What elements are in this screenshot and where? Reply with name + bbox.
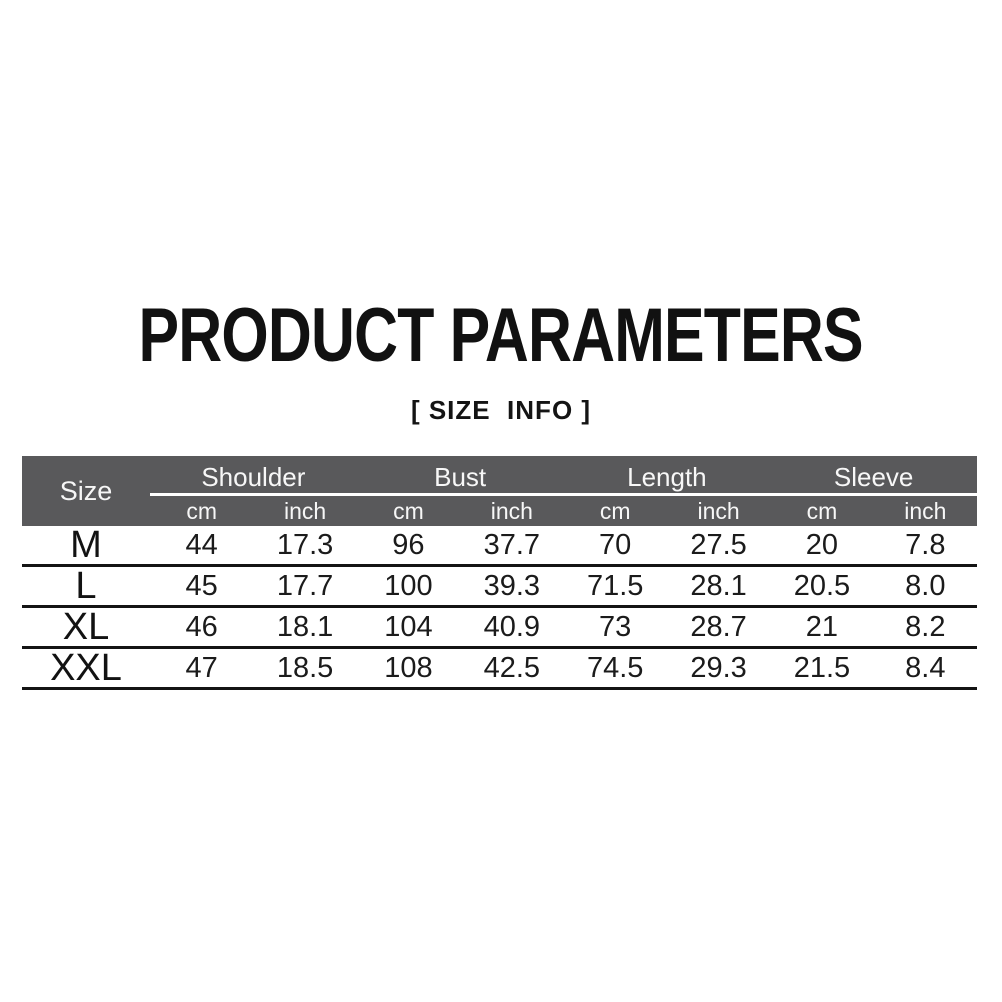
cell-value: 29.3 xyxy=(690,651,747,684)
page-subtitle: [ SIZE INFO ] xyxy=(410,395,592,425)
group-header-shoulder: Shoulder xyxy=(201,462,306,492)
cell-value: 40.9 xyxy=(483,610,541,643)
cell-value: 70 xyxy=(599,528,632,561)
size-chart-table: Size Shoulder Bust Length Sleeve cm inch cm in… xyxy=(22,456,977,690)
unit-header-inch-7: inch xyxy=(904,497,947,524)
cell-value: 8.4 xyxy=(905,651,946,684)
table-row-m: M 44 17.3 96 37.7 70 27.5 20 7.8 xyxy=(22,526,977,567)
cell-value: 73 xyxy=(599,610,632,643)
cell-value: 100 xyxy=(384,569,433,602)
unit-header-cm-4: cm xyxy=(599,497,631,524)
cell-value: 44 xyxy=(185,528,218,561)
cell-value: 21.5 xyxy=(793,651,851,684)
unit-header-row: cm inch cm inch cm inch cm inch xyxy=(150,496,977,526)
page-title: PRODUCT PARAMETERS xyxy=(0,296,1002,376)
cell-value: 21 xyxy=(805,610,839,643)
cell-value: 74.5 xyxy=(586,651,644,684)
cell-value: 104 xyxy=(384,610,433,643)
table-header-right: Shoulder Bust Length Sleeve cm inch cm inch cm i… xyxy=(150,456,977,526)
cell-value: 96 xyxy=(392,528,425,561)
group-header-bust: Bust xyxy=(434,462,487,492)
cell-value: 108 xyxy=(384,651,433,684)
table-header: Size Shoulder Bust Length Sleeve cm inch cm in… xyxy=(22,456,977,526)
cell-value: 46 xyxy=(185,610,218,643)
cell-value: 71.5 xyxy=(586,569,644,602)
group-header-sleeve: Sleeve xyxy=(833,462,914,492)
cell-value: 8.2 xyxy=(905,610,946,643)
cell-value: 7.8 xyxy=(905,528,946,561)
size-label-m: M xyxy=(70,524,102,566)
unit-header-cm-6: cm xyxy=(806,497,838,524)
table-row-xxl: XXL 47 18.5 108 42.5 74.5 29.3 21.5 8.4 xyxy=(22,649,977,690)
unit-header-inch-5: inch xyxy=(697,497,740,524)
cell-value: 28.1 xyxy=(690,569,747,602)
cell-value: 17.3 xyxy=(276,528,334,561)
column-header-size: Size xyxy=(59,475,113,506)
unit-header-inch-3: inch xyxy=(490,497,533,524)
table-row-l: L 45 17.7 100 39.3 71.5 28.1 20.5 8.0 xyxy=(22,567,977,608)
cell-value: 27.5 xyxy=(690,528,747,561)
cell-value: 18.1 xyxy=(276,610,334,643)
group-header-row: Shoulder Bust Length Sleeve xyxy=(150,456,977,493)
cell-value: 42.5 xyxy=(483,651,541,684)
cell-value: 20 xyxy=(805,528,839,561)
unit-header-cm-2: cm xyxy=(393,497,424,524)
group-header-length: Length xyxy=(627,462,707,492)
cell-value: 39.3 xyxy=(483,569,541,602)
size-label-xl: XL xyxy=(62,606,110,648)
cell-value: 45 xyxy=(185,569,218,602)
cell-value: 18.5 xyxy=(276,651,334,684)
size-label-xxl: XXL xyxy=(50,647,122,689)
cell-value: 8.0 xyxy=(905,569,946,602)
unit-header-cm-0: cm xyxy=(186,497,218,524)
cell-value: 28.7 xyxy=(690,610,747,643)
table-body: M 44 17.3 96 37.7 70 27.5 20 7.8 L 45 17.7 100 39.3 71… xyxy=(22,526,977,690)
page-title-text: PRODUCT PARAMETERS xyxy=(138,293,864,378)
header-divider-line xyxy=(150,493,977,496)
cell-value: 17.7 xyxy=(276,569,334,602)
unit-header-inch-1: inch xyxy=(283,497,327,524)
table-row-xl: XL 46 18.1 104 40.9 73 28.7 21 8.2 xyxy=(22,608,977,649)
cell-value: 20.5 xyxy=(793,569,851,602)
size-label-l: L xyxy=(75,565,97,607)
cell-value: 37.7 xyxy=(483,528,541,561)
cell-value: 47 xyxy=(185,651,218,684)
